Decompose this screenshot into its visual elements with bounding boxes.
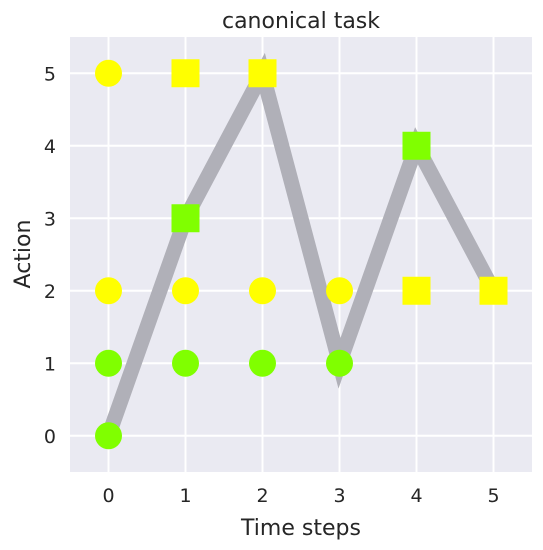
- square-marker: [402, 131, 431, 160]
- x-tick-label: 3: [333, 485, 345, 507]
- x-tick-label: 2: [256, 485, 268, 507]
- chart-title: canonical task: [222, 9, 380, 34]
- square-marker: [248, 59, 277, 88]
- circle-marker: [95, 59, 122, 87]
- square-marker: [479, 276, 508, 305]
- points: [95, 59, 508, 450]
- x-axis-label: Time steps: [240, 516, 361, 541]
- x-tick-labels: 0 1 2 3 4 5: [102, 485, 499, 507]
- x-tick-label: 4: [410, 485, 422, 507]
- circle-marker: [249, 349, 276, 377]
- square-marker: [171, 59, 200, 88]
- y-tick-label: 3: [44, 208, 56, 230]
- y-tick-label: 0: [44, 426, 56, 448]
- square-marker: [171, 204, 200, 233]
- circle-marker: [95, 422, 122, 450]
- trajectory-line: [101, 52, 501, 439]
- y-tick-label: 4: [44, 136, 56, 158]
- x-tick-label: 0: [102, 485, 114, 507]
- circle-marker: [95, 349, 122, 377]
- y-tick-label: 1: [44, 353, 56, 375]
- circle-marker: [249, 277, 276, 305]
- x-tick-label: 5: [487, 485, 499, 507]
- square-marker: [402, 276, 431, 305]
- plot-background: [70, 37, 532, 472]
- y-tick-labels: 0 1 2 3 4 5: [44, 63, 56, 448]
- y-axis-label: Action: [11, 220, 36, 289]
- circle-marker: [326, 277, 353, 305]
- circle-marker: [326, 349, 353, 377]
- circle-marker: [172, 277, 199, 305]
- y-tick-label: 2: [44, 281, 56, 303]
- circle-marker: [172, 349, 199, 377]
- x-tick-label: 1: [179, 485, 191, 507]
- y-tick-label: 5: [44, 63, 56, 85]
- trajectory-path: [101, 52, 501, 439]
- circle-marker: [95, 277, 122, 305]
